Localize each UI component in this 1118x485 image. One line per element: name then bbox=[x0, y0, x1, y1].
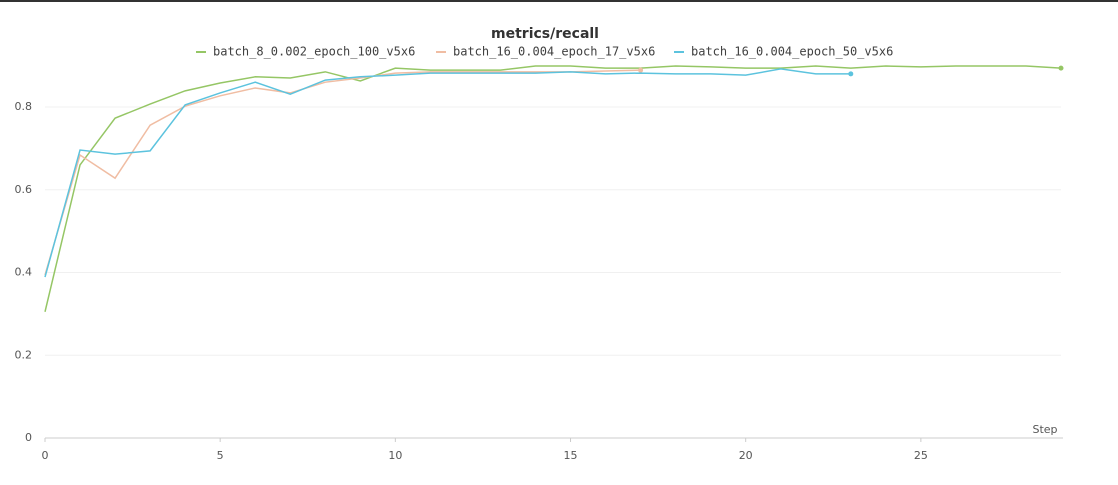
x-tick-label: 25 bbox=[914, 449, 928, 462]
x-tick-label: 10 bbox=[388, 449, 402, 462]
y-tick-label: 0.8 bbox=[15, 100, 33, 113]
y-tick-label: 0 bbox=[25, 431, 32, 444]
series-line bbox=[44, 65, 1062, 312]
end-point bbox=[848, 71, 854, 77]
end-point bbox=[638, 67, 644, 73]
x-axis-label: Step bbox=[1032, 423, 1057, 436]
x-tick-label: 20 bbox=[739, 449, 753, 462]
x-tick-label: 15 bbox=[564, 449, 578, 462]
series-line bbox=[44, 68, 851, 278]
legend-label: batch_16_0.004_epoch_17_v5x6 bbox=[453, 45, 655, 59]
y-tick-label: 0.2 bbox=[15, 348, 33, 361]
y-tick-label: 0.6 bbox=[15, 183, 33, 196]
legend-label: batch_8_0.002_epoch_100_v5x6 bbox=[213, 45, 415, 59]
legend-label: batch_16_0.004_epoch_50_v5x6 bbox=[691, 45, 893, 59]
y-tick-label: 0.4 bbox=[15, 266, 33, 279]
x-tick-label: 5 bbox=[217, 449, 224, 462]
end-point bbox=[1058, 65, 1064, 71]
series-line bbox=[44, 69, 641, 276]
x-tick-label: 0 bbox=[42, 449, 49, 462]
chart-title: metrics/recall bbox=[491, 26, 599, 42]
